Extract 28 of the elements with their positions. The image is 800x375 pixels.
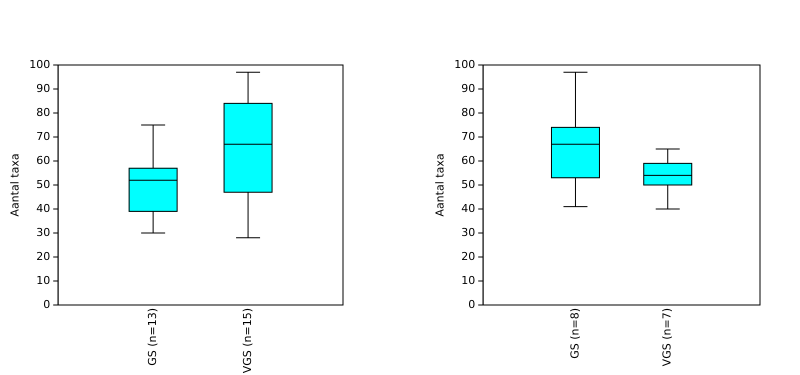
y-tick-label: 70 xyxy=(461,130,476,143)
y-tick-label: 70 xyxy=(36,130,50,143)
y-tick-label: 80 xyxy=(36,106,50,119)
y-tick-label: 90 xyxy=(461,82,476,95)
y-tick-label: 60 xyxy=(36,154,50,167)
x-tick-label: VGS (n=7) xyxy=(660,308,674,366)
y-tick-label: 100 xyxy=(454,58,476,71)
y-tick-label: 40 xyxy=(461,202,476,215)
y-tick-label: 90 xyxy=(36,82,50,95)
y-tick-label: 10 xyxy=(461,274,476,287)
x-tick-label: VGS (n=15) xyxy=(240,308,254,374)
x-tick-label: GS (n=13) xyxy=(146,308,159,366)
y-tick-label: 50 xyxy=(461,178,476,191)
y-tick-label: 10 xyxy=(36,274,50,287)
x-tick-label: GS (n=8) xyxy=(568,308,582,359)
y-tick-label: 40 xyxy=(36,202,50,215)
y-axis-title: Aantal taxa xyxy=(8,153,22,217)
y-tick-label: 20 xyxy=(461,250,476,263)
y-tick-label: 100 xyxy=(29,58,50,71)
y-tick-label: 30 xyxy=(36,226,50,239)
y-tick-label: 50 xyxy=(36,178,50,191)
y-tick-label: 80 xyxy=(461,106,476,119)
y-tick-label: 60 xyxy=(461,154,476,167)
y-axis-title: Aantal taxa xyxy=(433,153,446,217)
y-tick-label: 0 xyxy=(43,298,50,311)
y-tick-label: 20 xyxy=(36,250,50,263)
y-tick-label: 0 xyxy=(468,298,476,311)
y-tick-label: 30 xyxy=(461,226,476,239)
